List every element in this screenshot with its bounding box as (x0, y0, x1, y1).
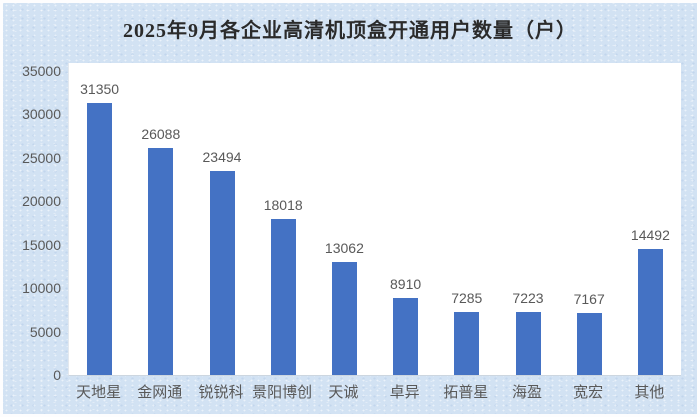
x-category-label: 拓普星 (443, 384, 489, 401)
x-category-label: 锐锐科 (198, 384, 244, 401)
bar-天地星 (87, 102, 113, 375)
x-category-label: 景阳博创 (252, 384, 313, 401)
y-tick-label: 25000 (22, 149, 61, 166)
bar-value-label: 14492 (630, 227, 670, 244)
bar-value-label: 7285 (451, 289, 483, 306)
bar-拓普星 (454, 311, 480, 375)
bar-value-label: 8910 (390, 275, 422, 292)
bar-海盈 (515, 312, 541, 375)
y-tick-label: 5000 (29, 323, 61, 340)
y-tick-label: 0 (53, 367, 61, 383)
x-category-label: 天诚 (328, 384, 359, 401)
y-tick-label: 30000 (22, 106, 61, 123)
x-category-label: 天地星 (76, 384, 122, 401)
bar-卓异 (393, 297, 419, 375)
bar-其他 (637, 249, 663, 375)
x-category-label: 其他 (634, 384, 665, 401)
x-category-label: 卓异 (389, 384, 420, 401)
bar-value-label: 23494 (202, 148, 242, 165)
y-tick-label: 15000 (22, 236, 61, 253)
plot-area: 31350 26088 23494 18018 13062 8910 7285 7223 716… (68, 63, 681, 376)
bar-宽宏 (576, 312, 602, 375)
bar-value-label: 18018 (263, 196, 303, 213)
chart-title: 2025年9月各企业高清机顶盒开通用户数量（户） (123, 20, 577, 42)
bar-value-label: 7167 (573, 290, 605, 307)
y-tick-label: 20000 (22, 193, 61, 210)
bar-景阳博创 (270, 218, 296, 375)
bar-value-label: 26088 (141, 126, 181, 143)
bar-value-label: 13062 (324, 239, 364, 256)
y-tick-label: 35000 (22, 63, 61, 79)
bar-value-label: 31350 (80, 80, 120, 97)
x-category-label: 金网通 (137, 384, 183, 401)
bar-天诚 (331, 261, 357, 375)
bar-锐锐科 (209, 170, 235, 375)
y-tick-label: 10000 (22, 280, 61, 297)
x-category-label: 宽宏 (573, 384, 604, 401)
bar-value-label: 7223 (512, 290, 544, 307)
bar-金网通 (148, 148, 174, 375)
x-category-label: 海盈 (511, 384, 542, 401)
